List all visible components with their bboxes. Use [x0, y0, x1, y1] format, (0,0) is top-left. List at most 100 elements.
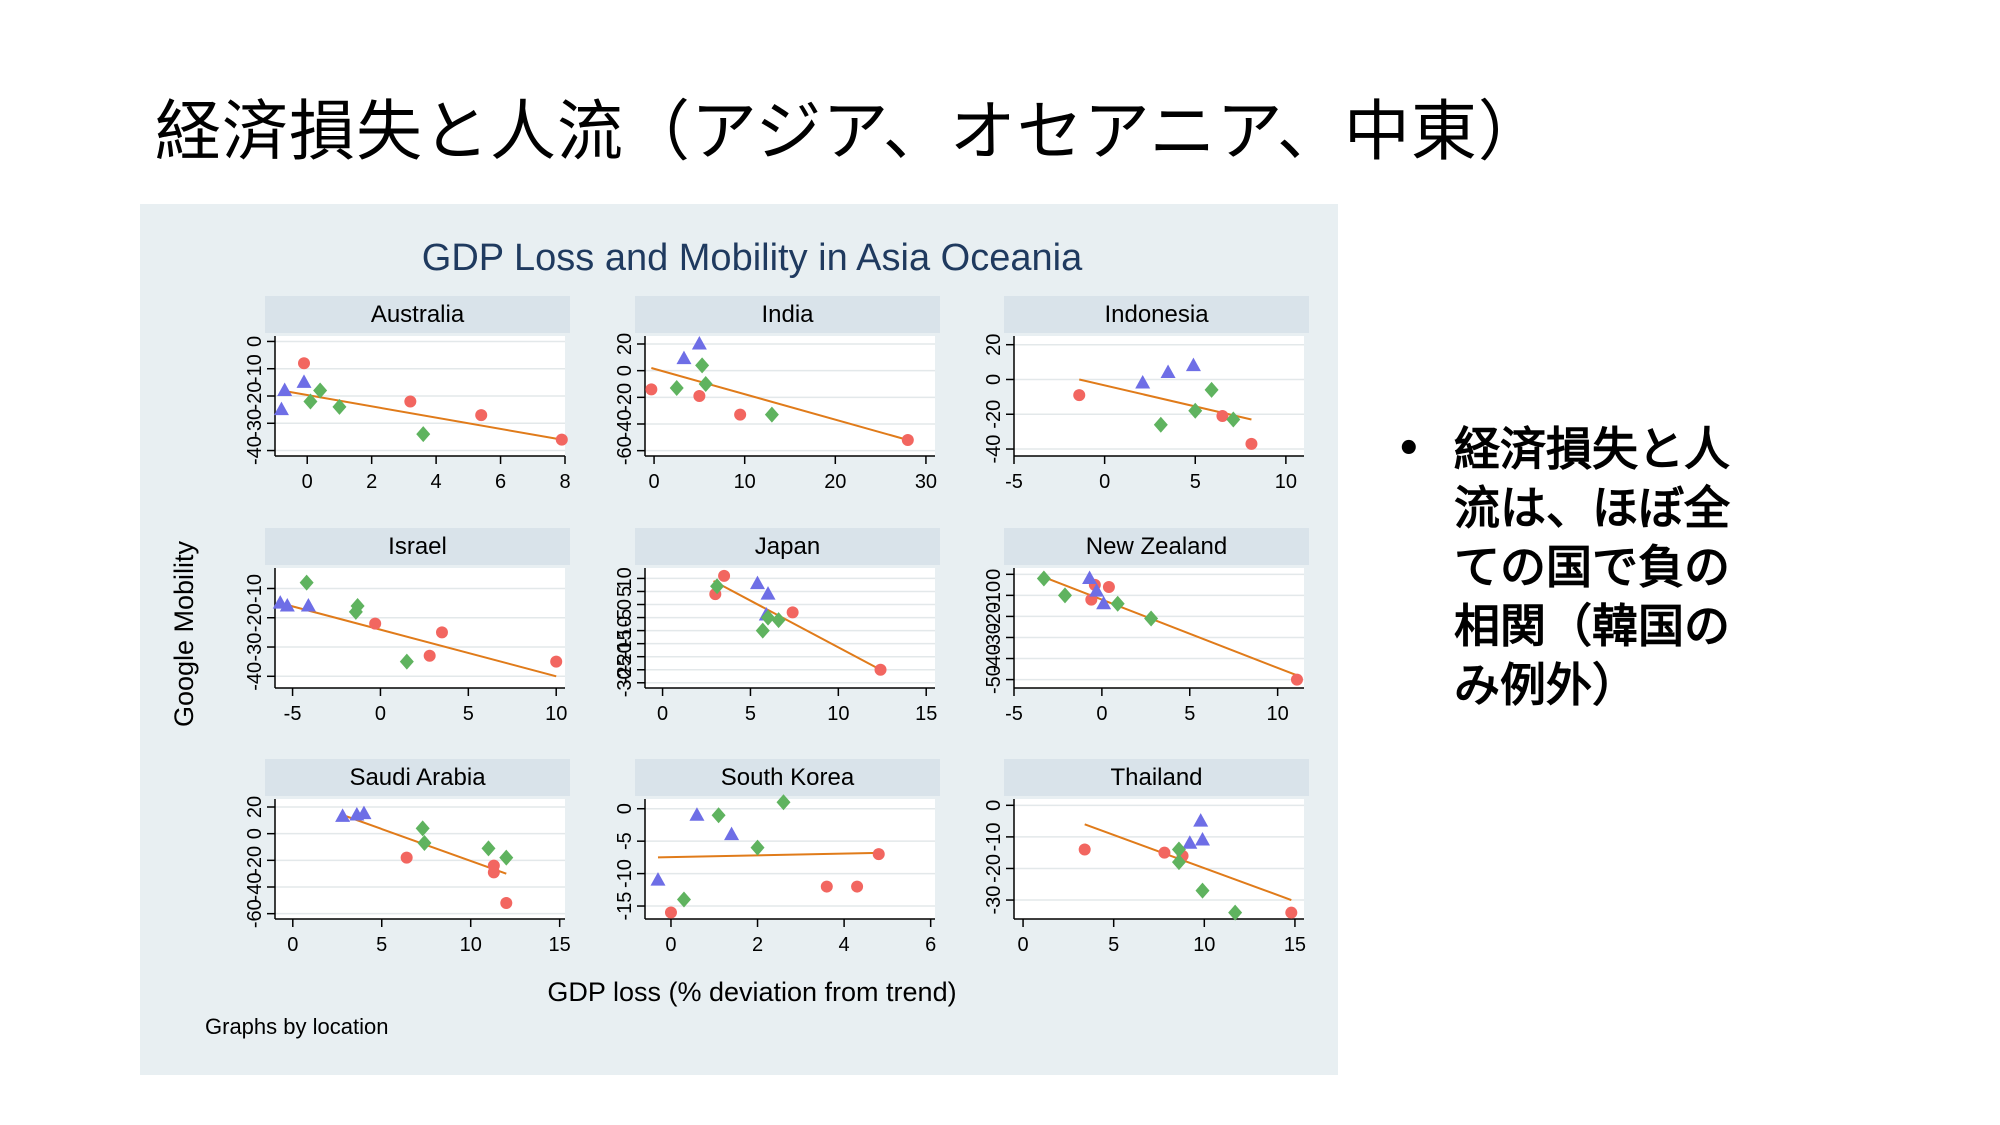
point-triangle — [749, 575, 765, 590]
point-circle — [369, 617, 382, 630]
point-diamond — [1110, 595, 1125, 612]
point-triangle — [335, 808, 351, 822]
point-triangle — [356, 805, 372, 820]
y-tick-label: -40 — [244, 662, 266, 691]
y-tick-label: -10 — [244, 574, 266, 603]
x-tick-label: 0 — [302, 471, 313, 493]
point-diamond — [1057, 587, 1072, 604]
y-tick-label: -40 — [244, 436, 266, 465]
point-triangle — [1096, 595, 1112, 610]
point-circle — [718, 569, 731, 582]
y-tick-label: 0 — [614, 365, 636, 376]
plot-area — [645, 336, 935, 456]
panel-title: Indonesia — [1104, 301, 1209, 328]
point-diamond — [416, 426, 431, 443]
panel-india: India 0 10 20 30 -60-40-20 0 20 — [614, 296, 940, 493]
y-tick-label: -40 — [614, 410, 636, 439]
y-tick-label: 20 — [244, 796, 266, 818]
y-tick-label: 20 — [983, 334, 1005, 356]
y-tick-label: -5 — [614, 609, 636, 627]
chart-figure: GDP Loss and Mobility in Asia Oceania Au… — [140, 204, 1338, 1075]
point-circle — [820, 880, 833, 893]
point-triangle — [691, 336, 707, 350]
point-diamond — [669, 380, 684, 396]
x-tick-label: 10 — [545, 703, 567, 725]
x-tick-label: 5 — [1184, 703, 1195, 725]
point-triangle — [279, 598, 295, 612]
point-circle — [500, 897, 513, 909]
point-diamond — [1228, 904, 1243, 921]
point-circle — [874, 663, 887, 676]
y-tick-label: -60 — [614, 436, 636, 465]
y-tick-label: -5 — [614, 832, 636, 850]
point-diamond — [764, 406, 779, 423]
chart-title: GDP Loss and Mobility in Asia Oceania — [422, 237, 1083, 279]
point-triangle — [296, 374, 312, 388]
plot-area — [645, 568, 935, 688]
panel-south-korea: South Korea 0 2 4 6 -15 -10 -5 0 — [614, 759, 940, 956]
panel-saudi-arabia: Saudi Arabia 0 5 10 15 -60-40-20 0 20 — [244, 759, 571, 956]
x-tick-label: -5 — [1005, 703, 1023, 725]
point-triangle — [689, 807, 705, 821]
x-tick-label: 10 — [1275, 471, 1297, 493]
point-circle — [555, 433, 568, 446]
graphs-note: Graphs by location — [205, 1014, 388, 1039]
point-diamond — [1171, 841, 1186, 858]
x-tick-label: 5 — [745, 703, 756, 725]
panel-header — [265, 759, 570, 796]
point-triangle — [650, 872, 666, 886]
y-tick-label: -30 — [244, 633, 266, 662]
x-tick-label: 5 — [1190, 471, 1201, 493]
y-tick-label: 5 — [614, 586, 636, 597]
y-tick-label: -20 — [244, 382, 266, 411]
point-diamond — [1144, 610, 1159, 627]
point-diamond — [1204, 381, 1219, 398]
y-tick-label: -20 — [244, 846, 266, 875]
bullet-point: • 経済損失と人流は、ほぼ全ての国で負の相関（韓国のみ例外） — [1396, 420, 1760, 715]
point-triangle — [1182, 835, 1198, 849]
point-circle — [1245, 437, 1258, 450]
x-tick-label: 4 — [839, 934, 850, 956]
point-triangle — [1089, 583, 1105, 597]
point-diamond — [711, 807, 726, 824]
point-diamond — [776, 794, 791, 811]
x-tick-label: 0 — [649, 471, 660, 493]
x-tick-label: 10 — [1193, 934, 1215, 956]
y-tick-label: -10 — [614, 616, 636, 645]
panel-israel: Israel -5 0 5 10 -40-30-20-10 — [244, 528, 570, 725]
point-diamond — [1171, 854, 1186, 871]
fit-line — [657, 851, 879, 859]
x-tick-label: 15 — [1284, 934, 1306, 956]
x-tick-label: 30 — [915, 471, 937, 493]
point-diamond — [299, 574, 314, 591]
panel-thailand: Thailand 0 5 10 15 -30 -20 -10 0 — [983, 759, 1309, 956]
point-diamond — [771, 612, 786, 629]
y-tick-label: -20 — [614, 642, 636, 671]
x-tick-label: 4 — [431, 471, 442, 493]
panel-title: South Korea — [721, 764, 855, 791]
panel-title: Saudi Arabia — [349, 764, 486, 791]
point-diamond — [761, 609, 776, 626]
panel-title: New Zealand — [1086, 533, 1227, 560]
x-tick-label: 0 — [1099, 471, 1110, 493]
y-tick-label: -15 — [614, 629, 636, 658]
plot-area — [275, 568, 565, 688]
x-tick-label: 5 — [463, 703, 474, 725]
fit-line — [1041, 575, 1298, 677]
point-circle — [435, 626, 448, 639]
y-tick-label: 0 — [983, 569, 1005, 580]
x-tick-label: 0 — [657, 703, 668, 725]
point-circle — [400, 851, 413, 864]
y-tick-label: -40 — [983, 644, 1005, 673]
y-tick-label: -20 — [983, 400, 1005, 429]
point-diamond — [481, 840, 496, 857]
x-tick-label: 15 — [549, 934, 571, 956]
x-tick-label: 10 — [1267, 703, 1289, 725]
point-circle — [664, 906, 677, 919]
y-tick-label: -10 — [244, 354, 266, 383]
point-triangle — [1082, 570, 1098, 585]
y-tick-label: -30 — [983, 886, 1005, 915]
point-diamond — [1226, 411, 1241, 428]
x-tick-label: -5 — [284, 703, 302, 725]
panel-australia: Australia 0 2 4 6 8 -40-30-20-10 0 — [244, 296, 571, 493]
